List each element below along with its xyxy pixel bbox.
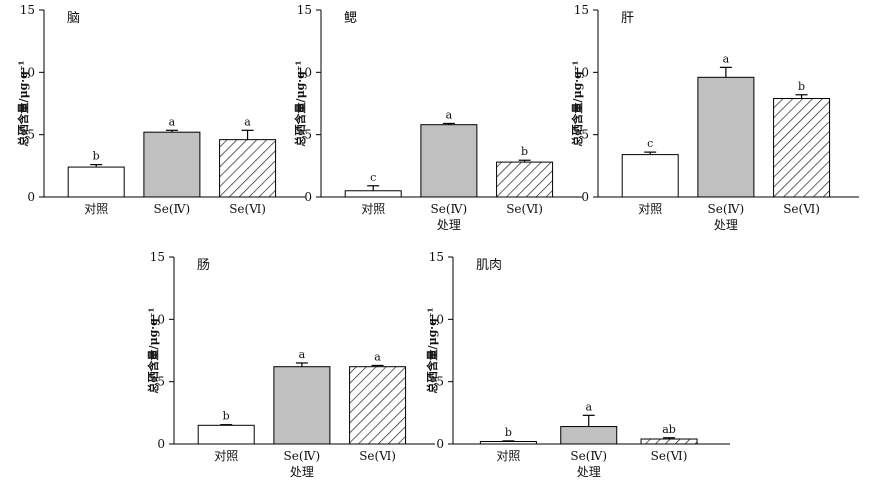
y-tick-label: 15 — [297, 3, 312, 17]
panel-title: 肌肉 — [476, 258, 502, 273]
significance-label: a — [723, 52, 730, 65]
significance-label: b — [521, 145, 528, 158]
x-tick-label: Se(Ⅳ) — [570, 449, 607, 463]
x-tick-label: Se(Ⅵ) — [359, 449, 396, 463]
significance-label: b — [223, 410, 230, 423]
y-tick-label: 15 — [150, 250, 165, 264]
panel-title: 肝 — [621, 11, 634, 26]
y-tick-label: 0 — [157, 437, 165, 451]
significance-label: a — [585, 400, 592, 413]
y-tick-label: 10 — [20, 65, 35, 79]
y-tick-label: 5 — [304, 128, 312, 142]
bar — [496, 161, 554, 198]
bar — [560, 426, 618, 445]
x-tick-label: Se(Ⅵ) — [506, 202, 543, 216]
chart-panel-4: 0 5 10 15 总硒含量/μg·g⁻¹ 肠 b 对照 a Se(Ⅳ) a Se(Ⅵ) 处理 — [146, 250, 435, 479]
y-tick-label: 0 — [27, 190, 35, 204]
chart-panel-5: 0 5 10 15 总硒含量/μg·g⁻¹ 肌肉 b 对照 a Se(Ⅳ) ab Se(Ⅵ) 处理 — [425, 250, 730, 479]
x-tick-label: Se(Ⅵ) — [229, 202, 266, 216]
bar — [773, 98, 831, 198]
significance-label: c — [647, 137, 653, 150]
x-tick-label: 对照 — [638, 202, 662, 216]
significance-label: ab — [662, 423, 676, 436]
x-tick-label: Se(Ⅳ) — [284, 449, 321, 463]
x-tick-label: 对照 — [84, 202, 108, 216]
y-axis-label: 总硒含量/μg·g⁻¹ — [293, 60, 307, 146]
y-axis-label: 总硒含量/μg·g⁻¹ — [146, 307, 160, 393]
x-tick-label: Se(Ⅵ) — [783, 202, 820, 216]
significance-label: a — [299, 348, 306, 361]
y-tick-label: 15 — [429, 250, 444, 264]
significance-label: a — [374, 350, 381, 363]
y-tick-label: 10 — [429, 312, 444, 326]
x-tick-label: 对照 — [214, 449, 238, 463]
x-axis-label: 处理 — [290, 465, 314, 479]
y-axis-label: 总硒含量/μg·g⁻¹ — [570, 60, 584, 146]
bar — [640, 438, 698, 445]
significance-label: b — [93, 150, 100, 163]
bar — [143, 131, 201, 198]
panel-title: 肠 — [197, 258, 210, 273]
x-tick-label: Se(Ⅳ) — [708, 202, 745, 216]
x-tick-label: 对照 — [361, 202, 385, 216]
panel-title: 鳃 — [344, 11, 357, 26]
y-tick-label: 0 — [304, 190, 312, 204]
x-axis-label: 处理 — [714, 218, 738, 232]
y-tick-label: 0 — [581, 190, 589, 204]
x-tick-label: Se(Ⅳ) — [431, 202, 468, 216]
x-tick-label: Se(Ⅵ) — [651, 449, 688, 463]
y-axis-label: 总硒含量/μg·g⁻¹ — [425, 307, 439, 393]
y-tick-label: 10 — [150, 312, 165, 326]
x-axis-label: 处理 — [437, 218, 461, 232]
significance-label: a — [244, 115, 251, 128]
bar — [197, 424, 255, 445]
y-tick-label: 15 — [20, 3, 35, 17]
significance-label: a — [169, 115, 176, 128]
significance-label: a — [446, 108, 453, 121]
bar — [349, 366, 407, 445]
significance-label: b — [505, 426, 512, 439]
bar — [621, 154, 679, 198]
bar — [273, 366, 331, 445]
bar — [219, 139, 277, 198]
x-tick-label: 对照 — [496, 449, 520, 463]
y-tick-label: 5 — [436, 375, 444, 389]
bar — [420, 124, 478, 198]
y-tick-label: 10 — [297, 65, 312, 79]
x-axis-label: 处理 — [577, 465, 601, 479]
chart-panel-1: 0 5 10 15 总硒含量/μg·g⁻¹ 脑 b 对照 a Se(Ⅳ) a Se(Ⅵ) — [16, 3, 305, 216]
y-tick-label: 5 — [27, 128, 35, 142]
significance-label: b — [798, 80, 805, 93]
bar — [479, 441, 537, 445]
bar — [67, 166, 125, 198]
y-tick-label: 10 — [574, 65, 589, 79]
y-tick-label: 5 — [157, 375, 165, 389]
chart-panel-2: 0 5 10 15 总硒含量/μg·g⁻¹ 鳃 c 对照 a Se(Ⅳ) b Se(Ⅵ) 处理 — [293, 3, 582, 232]
y-tick-label: 0 — [436, 437, 444, 451]
y-tick-label: 15 — [574, 3, 589, 17]
y-tick-label: 5 — [581, 128, 589, 142]
panel-title: 脑 — [67, 11, 80, 26]
chart-panel-3: 0 5 10 15 总硒含量/μg·g⁻¹ 肝 c 对照 a Se(Ⅳ) b Se(Ⅵ) 处理 — [570, 3, 859, 232]
x-tick-label: Se(Ⅳ) — [154, 202, 191, 216]
bar — [344, 190, 402, 198]
significance-label: c — [370, 171, 376, 184]
y-axis-label: 总硒含量/μg·g⁻¹ — [16, 60, 30, 146]
bar — [697, 76, 755, 198]
